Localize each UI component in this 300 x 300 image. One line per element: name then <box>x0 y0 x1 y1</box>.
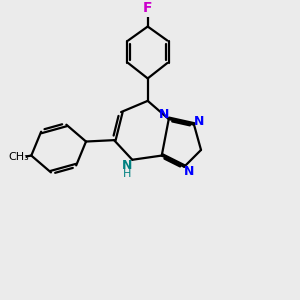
Text: CH₃: CH₃ <box>8 152 29 162</box>
Text: F: F <box>143 1 152 15</box>
Text: N: N <box>122 159 132 172</box>
Text: N: N <box>158 107 169 121</box>
Text: N: N <box>194 115 204 128</box>
Text: H: H <box>123 169 131 179</box>
Text: N: N <box>184 165 194 178</box>
